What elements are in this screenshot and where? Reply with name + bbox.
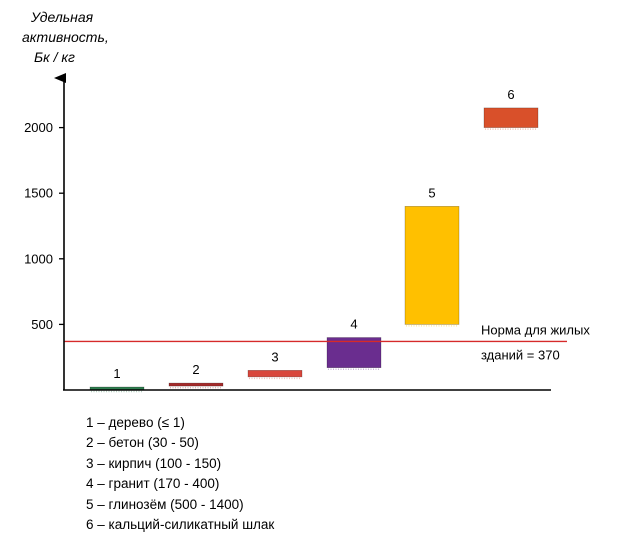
y-axis-title-line-3: Бк / кг [34,49,75,65]
bar-label-3: 3 [271,349,278,364]
y-tick-label-1500: 1500 [24,186,53,201]
bar-3 [247,370,303,378]
bar-label-1: 1 [113,366,120,381]
bar-labels: 1 2 3 4 5 6 [113,87,514,381]
y-axis-ticks: 500 1000 1500 2000 [24,120,64,332]
bar-label-4: 4 [350,317,357,332]
reference-line-label-line-1: Норма для жилых [481,322,590,337]
legend-item-2: 2 – бетон (30 - 50) [86,435,199,451]
bar-2 [168,382,224,387]
bar-label-2: 2 [192,362,199,377]
y-tick-label-2000: 2000 [24,120,53,135]
y-axis-title-line-1: Удельная [30,9,94,25]
bar-4 [326,337,382,368]
legend-item-5: 5 – глинозём (500 - 1400) [86,496,244,512]
bar-label-6: 6 [507,87,514,102]
y-axis-title-line-2: активность, [22,29,109,45]
bars [89,107,539,393]
bar-label-5: 5 [428,185,435,200]
y-axis-title: Удельная активность, Бк / кг [22,9,109,65]
y-tick-label-500: 500 [31,317,53,332]
y-tick-label-1000: 1000 [24,251,53,266]
legend-item-3: 3 – кирпич (100 - 150) [86,455,222,471]
bar-5 [404,206,460,325]
legend: 1 – дерево (≤ 1) 2 – бетон (30 - 50) 3 –… [86,413,274,535]
legend-item-1: 1 – дерево (≤ 1) [86,415,185,430]
legend-item-4: 4 – гранит (170 - 400) [86,476,220,492]
reference-line-label-line-2: зданий = 370 [481,347,560,362]
legend-item-6: 6 – кальций-силикатный шлак [86,516,275,532]
bar-6 [483,107,539,128]
